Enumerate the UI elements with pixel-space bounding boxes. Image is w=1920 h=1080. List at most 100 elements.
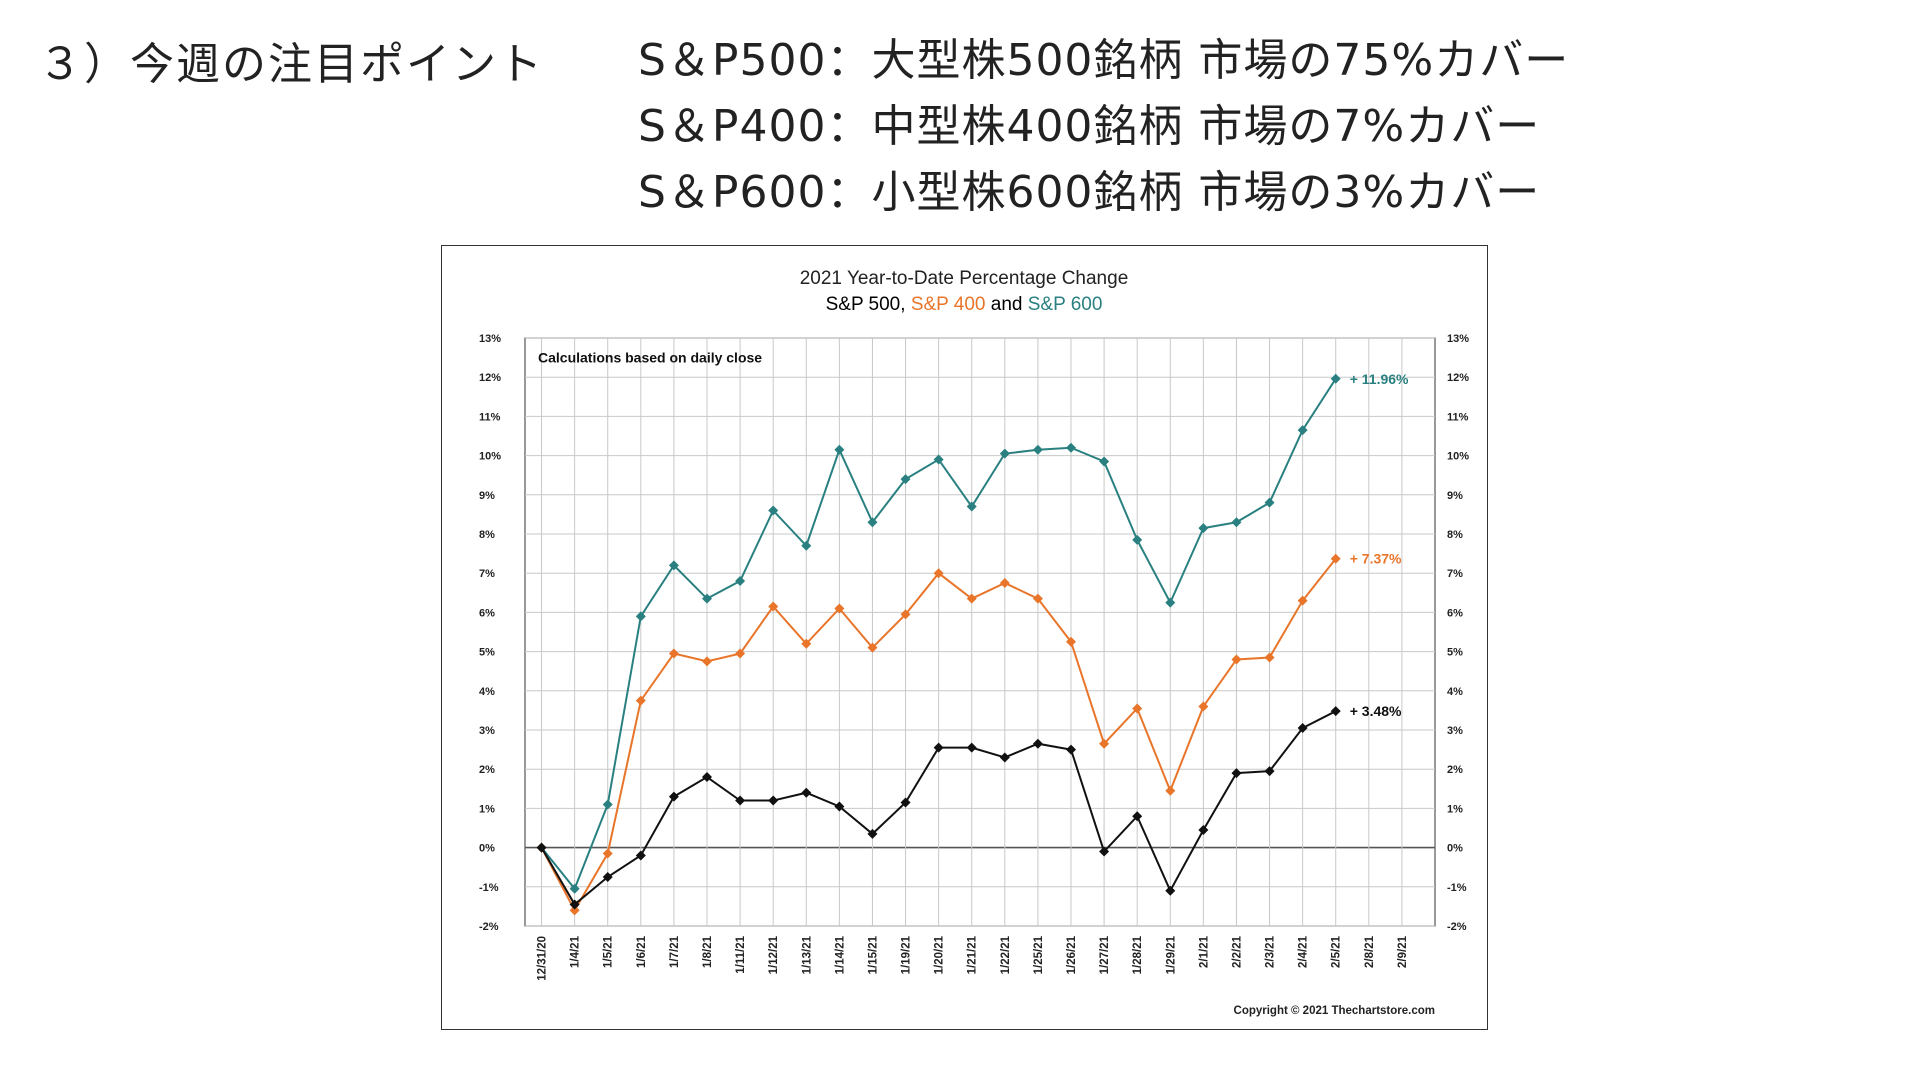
data-point [702, 656, 712, 667]
x-tick-label: 1/28/21 [1132, 935, 1144, 974]
x-tick-label: 1/11/21 [735, 935, 747, 973]
note-sp500: S＆P500：大型株500銘柄 市場の75%カバー [638, 35, 1570, 86]
slide-title: ３）今週の注目ポイント [38, 39, 544, 90]
data-point [1032, 593, 1043, 604]
x-tick-label: 2/1/21 [1198, 935, 1210, 968]
y-tick-label-left: 7% [479, 568, 495, 580]
data-point [966, 593, 977, 604]
series-end-label: + 11.96% [1350, 371, 1409, 387]
data-point [1330, 553, 1341, 564]
x-tick-label: 1/15/21 [867, 935, 879, 974]
data-point [1032, 444, 1043, 455]
x-tick-label: 2/5/21 [1331, 935, 1343, 968]
data-point [1066, 442, 1076, 453]
data-point [1297, 595, 1308, 606]
data-point [900, 474, 911, 485]
x-tick-label: 12/31/20 [537, 936, 549, 981]
y-tick-label-left: 0% [479, 843, 495, 855]
data-point [569, 905, 580, 916]
plot-area: 13% 13% 12% 12% 11% 11% 10% 10% 9% 9% 8% 8% 7% 7% 6% 6%… [479, 333, 1469, 981]
chart-subtitle-part: S&P 500 [826, 294, 901, 315]
data-point [768, 601, 779, 612]
x-tick-label: 2/8/21 [1364, 935, 1376, 968]
y-tick-label-right: 3% [1447, 725, 1463, 737]
data-point [900, 609, 911, 620]
x-tick-label: 1/4/21 [570, 935, 582, 968]
data-point [1032, 738, 1043, 749]
x-tick-label: 1/13/21 [801, 935, 813, 974]
data-point [966, 501, 977, 512]
y-tick-label-left: 13% [479, 333, 501, 345]
y-tick-label-right: 11% [1447, 411, 1469, 423]
data-point [1231, 654, 1242, 665]
x-tick-label: 1/27/21 [1099, 935, 1111, 974]
x-tick-label: 1/20/21 [934, 935, 946, 974]
series-end-label: + 7.37% [1350, 551, 1402, 567]
data-point [999, 578, 1010, 588]
series-s-p-500: + 3.48% [536, 703, 1402, 910]
data-point [834, 444, 845, 455]
y-tick-label-right: -2% [1447, 921, 1467, 933]
data-point [867, 517, 878, 528]
data-point [999, 448, 1010, 459]
y-tick-label-right: 6% [1447, 607, 1463, 619]
chart-subtitle-part: S&P 400 [911, 294, 986, 315]
y-tick-label-right: 5% [1447, 647, 1463, 659]
series-s-p-400: + 7.37% [536, 551, 1402, 916]
y-tick-label-right: 12% [1447, 372, 1469, 384]
data-point [768, 505, 779, 516]
plot-background [524, 337, 1436, 927]
data-point [668, 560, 679, 571]
data-point [801, 787, 812, 798]
data-point [1264, 652, 1275, 663]
data-point [735, 795, 746, 806]
data-point [1330, 706, 1341, 717]
data-point [735, 648, 746, 659]
data-point [900, 797, 911, 808]
data-point [635, 695, 646, 706]
data-point [834, 801, 845, 812]
y-tick-label-left: 2% [479, 764, 495, 776]
data-point [801, 638, 812, 649]
data-point [602, 872, 613, 882]
data-point [1264, 766, 1275, 777]
data-point [1330, 373, 1341, 384]
x-tick-label: 1/21/21 [967, 935, 979, 974]
note-sp400: S＆P400：中型株400銘柄 市場の7%カバー [638, 101, 1541, 152]
index-notes: S＆P500：大型株500銘柄 市場の75%カバー S＆P400：中型株400銘… [638, 28, 1569, 226]
x-tick-label: 1/12/21 [768, 935, 780, 974]
data-point [999, 752, 1010, 763]
data-point [1099, 738, 1110, 749]
data-point [1264, 497, 1275, 508]
data-point [1198, 824, 1209, 835]
chart-subtitle-part: , [900, 294, 911, 315]
data-point [702, 593, 712, 604]
data-point [1297, 425, 1308, 436]
y-tick-label-left: 9% [479, 490, 495, 502]
ytd-line-chart: 2021 Year-to-Date Percentage Change S&P … [479, 268, 1469, 1017]
data-point [933, 742, 944, 753]
y-tick-label-right: -1% [1447, 882, 1467, 894]
data-point [1099, 456, 1110, 467]
y-tick-label-right: 0% [1447, 843, 1463, 855]
chart-title: 2021 Year-to-Date Percentage Change [800, 268, 1129, 289]
x-tick-label: 1/22/21 [1000, 935, 1012, 974]
data-point [602, 848, 613, 859]
y-tick-label-left: 11% [479, 411, 501, 423]
data-point [768, 795, 779, 806]
data-point [933, 454, 944, 465]
data-point [1132, 811, 1143, 822]
y-tick-label-right: 4% [1447, 686, 1463, 698]
y-tick-label-right: 8% [1447, 529, 1463, 541]
data-point [635, 850, 646, 861]
y-tick-label-right: 7% [1447, 568, 1463, 580]
x-tick-label: 2/9/21 [1397, 935, 1409, 968]
y-tick-label-left: 4% [479, 686, 495, 698]
data-point [735, 576, 746, 587]
x-tick-label: 1/6/21 [636, 935, 648, 968]
x-tick-label: 1/29/21 [1165, 935, 1177, 974]
x-tick-label: 1/26/21 [1066, 935, 1078, 974]
y-tick-label-left: 10% [479, 451, 501, 463]
data-point [668, 791, 679, 802]
y-tick-label-left: 8% [479, 529, 495, 541]
